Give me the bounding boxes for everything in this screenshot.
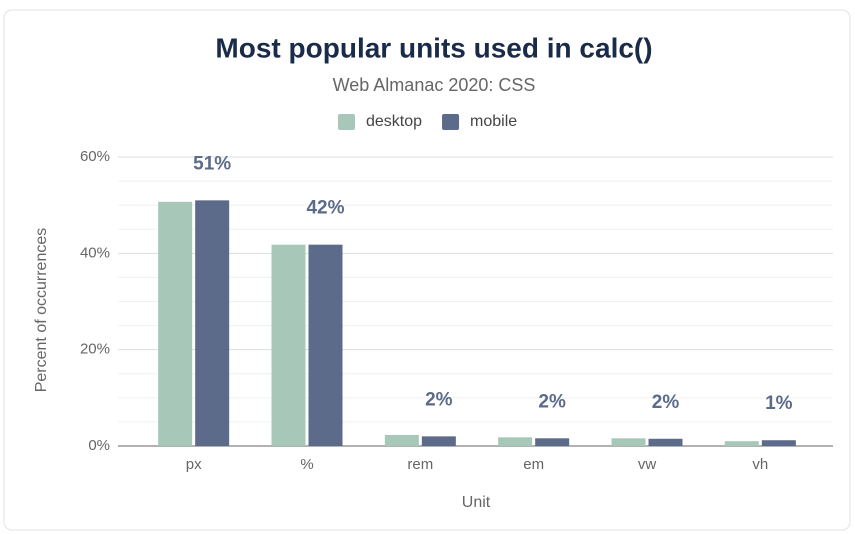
bar: [724, 441, 759, 446]
data-label: 51%: [193, 153, 231, 174]
legend-label: mobile: [470, 113, 517, 130]
bar: [195, 200, 230, 446]
x-tick-label: vw: [638, 456, 657, 473]
y-tick-label: 60%: [80, 148, 110, 165]
data-label: 2%: [538, 391, 566, 412]
bar: [611, 438, 646, 446]
y-tick-label: 0%: [88, 437, 110, 454]
data-label: 2%: [652, 392, 680, 413]
bar: [384, 434, 419, 446]
y-axis-title: Percent of occurrences: [33, 228, 50, 393]
bar: [308, 244, 343, 446]
bar: [535, 438, 570, 446]
legend-label: desktop: [366, 113, 422, 130]
y-tick-label: 20%: [80, 341, 110, 358]
x-tick-label: rem: [407, 456, 433, 473]
x-tick-label: px: [186, 456, 202, 473]
bar: [158, 201, 193, 446]
bar: [761, 440, 796, 446]
bar: [498, 437, 533, 446]
x-axis-title: Unit: [462, 494, 491, 511]
legend-swatch: [442, 114, 460, 130]
bar: [421, 436, 456, 446]
y-tick-label: 40%: [80, 244, 110, 261]
chart-subtitle: Web Almanac 2020: CSS: [333, 75, 536, 95]
x-tick-label: em: [523, 456, 544, 473]
data-label: 42%: [306, 198, 344, 219]
legend-swatch: [338, 114, 355, 130]
x-tick-label: %: [300, 456, 313, 473]
bar: [271, 244, 306, 446]
chart-title: Most popular units used in calc(): [215, 32, 652, 63]
data-label: 1%: [765, 393, 793, 414]
bar: [648, 438, 683, 446]
data-label: 2%: [425, 389, 453, 410]
x-tick-label: vh: [752, 456, 768, 473]
